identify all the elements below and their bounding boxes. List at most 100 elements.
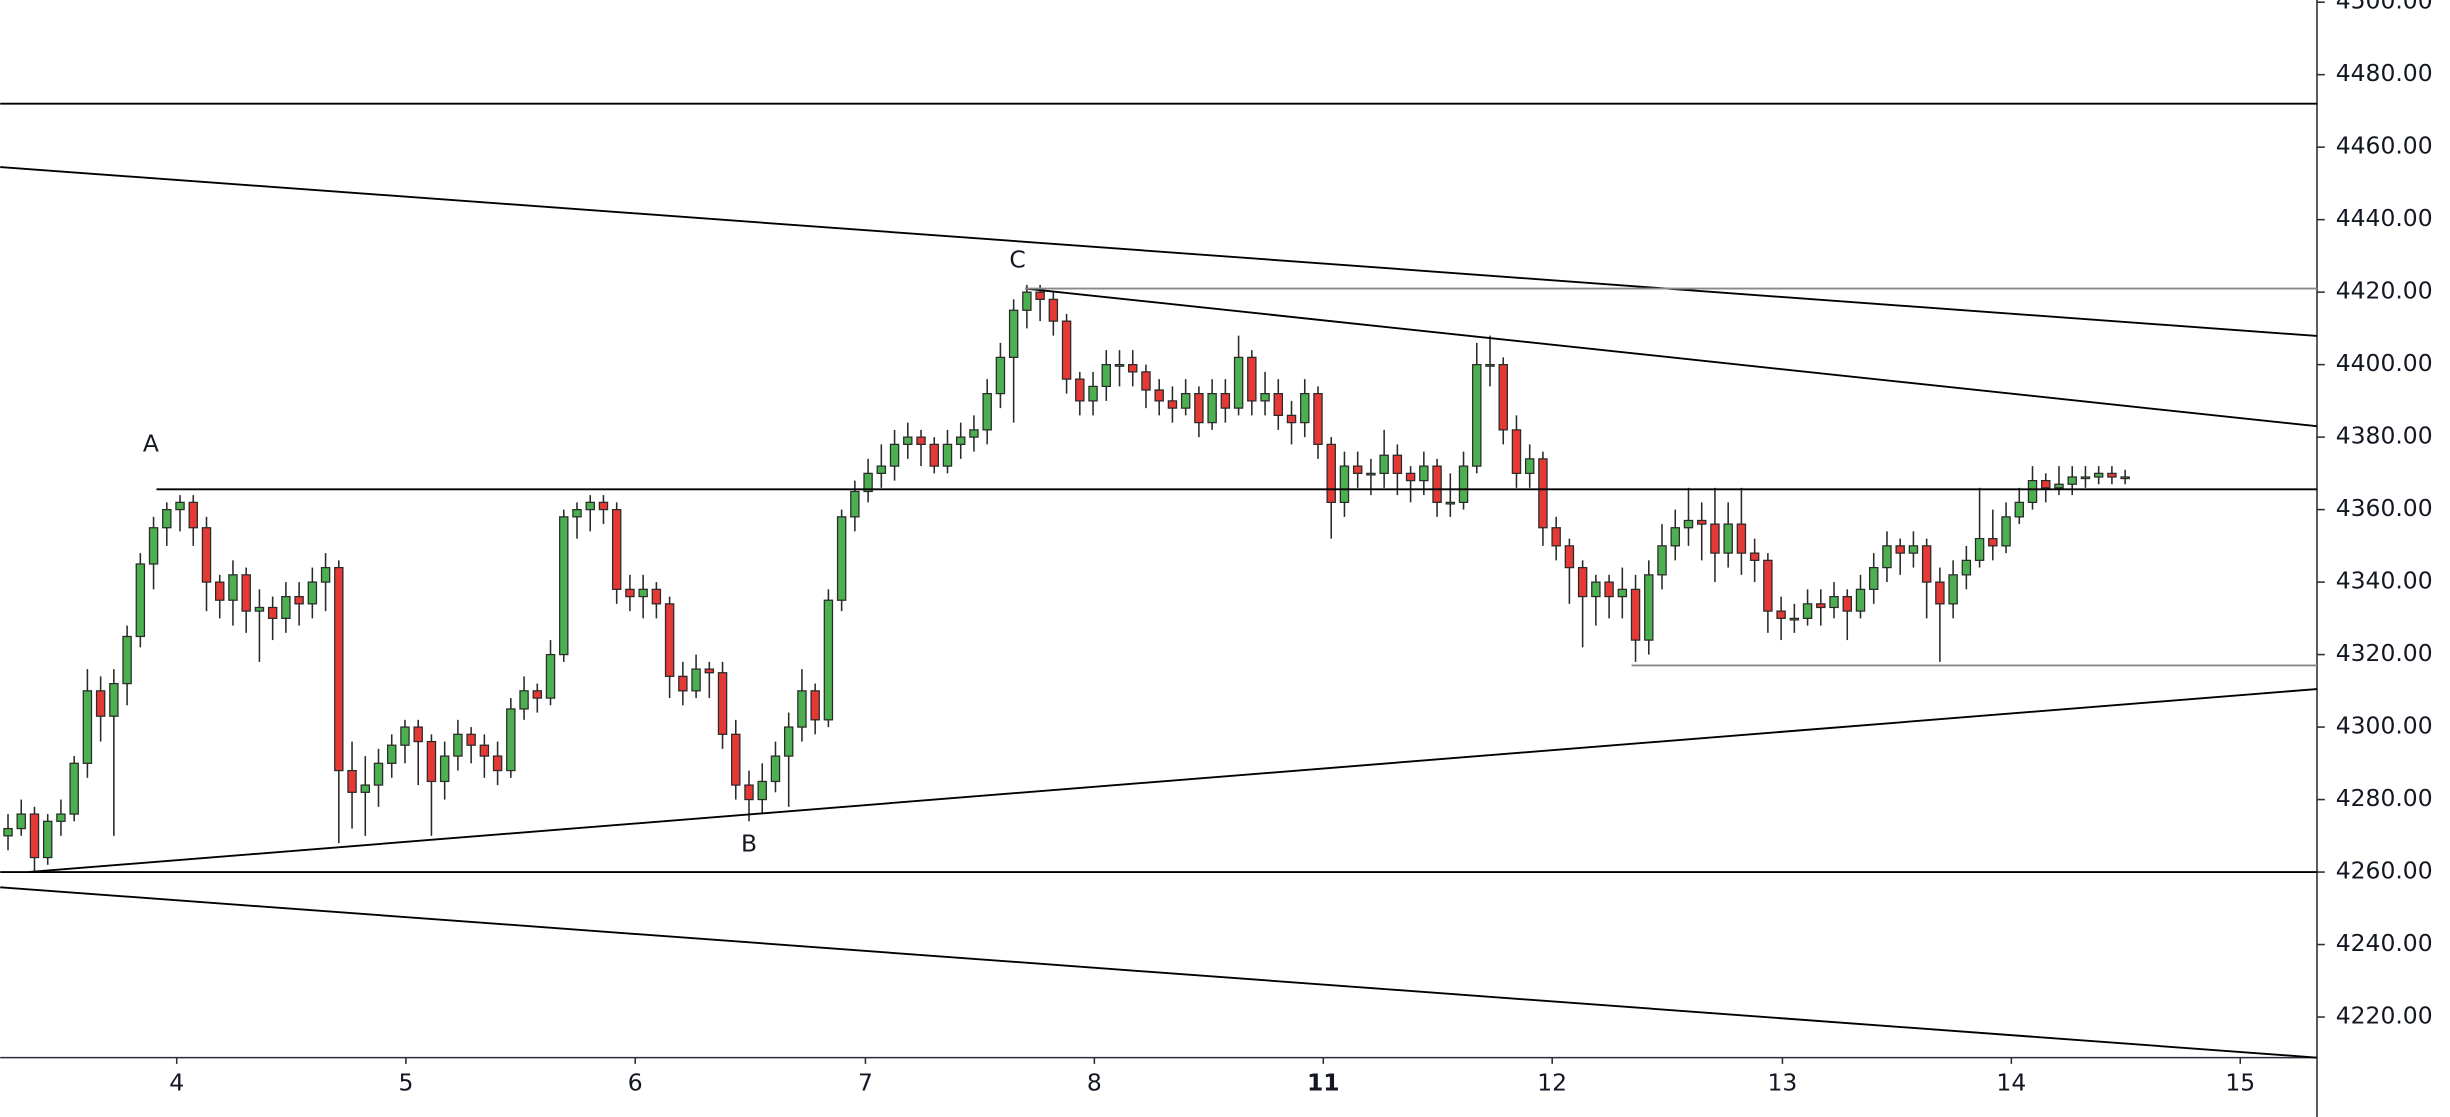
candle-body — [2014, 501, 2025, 518]
candle-body — [387, 744, 397, 764]
candle-body — [1300, 392, 1310, 424]
candle-body — [1286, 414, 1297, 424]
candle-body — [1696, 519, 1707, 525]
candle-body — [717, 672, 728, 735]
candle-body — [69, 762, 79, 815]
candle-body — [453, 733, 463, 757]
candle-body — [1180, 392, 1191, 409]
candle-body — [16, 813, 26, 830]
candle-body — [214, 581, 225, 601]
candle-body — [1948, 574, 1958, 605]
x-tick-label: 4 — [169, 1069, 184, 1097]
x-tick-label: 14 — [1996, 1069, 2026, 1097]
candle-body — [691, 668, 701, 692]
candle-body — [188, 501, 198, 529]
candle-body — [955, 436, 966, 445]
candle-body — [1048, 298, 1059, 322]
candle-body — [56, 813, 66, 822]
candle-body — [1035, 291, 1045, 301]
candle-body — [889, 443, 900, 467]
candle-body — [1789, 617, 1800, 621]
candle-body — [572, 508, 582, 518]
candle-body — [1247, 356, 1257, 402]
y-tick-label: 4340.00 — [2336, 567, 2433, 595]
candle-body — [1392, 454, 1403, 474]
candle-body — [2054, 483, 2064, 489]
candle-body — [307, 581, 318, 605]
candle-body — [863, 472, 873, 493]
candle-body — [1869, 566, 1879, 590]
candle-body — [1352, 465, 1363, 474]
y-tick-label: 4320.00 — [2336, 639, 2433, 667]
candle-body — [1458, 465, 1469, 503]
candle-body — [1405, 472, 1416, 482]
candle-body — [1617, 588, 1628, 598]
candle-body — [347, 769, 357, 793]
candle-body — [1326, 443, 1336, 503]
candle-body — [201, 527, 212, 583]
candle-body — [1763, 559, 1773, 612]
candle-body — [1988, 537, 1998, 547]
y-tick-label: 4460.00 — [2336, 132, 2433, 160]
candle-body — [1723, 523, 1733, 554]
candle-body — [836, 516, 847, 601]
candle-body — [969, 429, 979, 438]
candle-body — [294, 595, 304, 605]
candle-body — [1141, 371, 1151, 391]
candle-body — [1273, 392, 1284, 416]
candle-body — [466, 733, 476, 746]
candle-body — [492, 755, 503, 772]
candle-body — [1485, 364, 1495, 367]
candle-body — [1101, 364, 1111, 387]
trend-line — [0, 886, 2318, 1059]
candle-body — [479, 744, 490, 757]
candle-body — [400, 726, 410, 746]
candle-body — [426, 740, 437, 783]
candle-body — [1577, 566, 1588, 598]
candle-body — [360, 784, 371, 793]
candle-body — [1591, 581, 1601, 598]
candle-body — [1710, 523, 1720, 554]
candle-body — [1974, 537, 1985, 561]
candle-body — [532, 690, 543, 699]
candle-body — [2067, 476, 2077, 485]
candle-body — [1749, 552, 1760, 561]
candle-body — [625, 588, 635, 598]
candle-body — [1008, 309, 1019, 359]
candle-body — [942, 443, 953, 467]
candle-body — [1657, 545, 1667, 576]
candle-body — [1220, 392, 1231, 409]
candle-body — [109, 682, 119, 717]
candle-body — [1379, 454, 1389, 474]
candle-body — [995, 356, 1006, 395]
candle-body — [254, 606, 265, 612]
candle-body — [228, 574, 238, 601]
y-tick-label: 4480.00 — [2336, 59, 2433, 87]
candle-body — [1961, 559, 1972, 576]
candle-body — [1260, 392, 1270, 402]
candle-body — [1366, 472, 1376, 476]
candle-body — [162, 508, 172, 529]
candle-body — [757, 780, 767, 801]
trend-line — [0, 166, 2318, 337]
candle-body — [1445, 501, 1456, 505]
candle-body — [1313, 392, 1323, 445]
candle-body — [519, 690, 529, 710]
candle-body — [678, 675, 688, 692]
y-tick-label: 4300.00 — [2336, 712, 2433, 740]
candle-body — [1908, 545, 1919, 554]
candle-body — [1882, 545, 1892, 569]
candle-body — [651, 588, 662, 605]
candle-body — [850, 490, 860, 518]
candle-body — [1419, 465, 1429, 482]
annotation: A — [143, 430, 159, 458]
x-tick-label: 6 — [628, 1069, 643, 1097]
candle-body — [1128, 364, 1138, 373]
candle-body — [1829, 595, 1839, 609]
candle-body — [1194, 392, 1204, 424]
candle-body — [611, 508, 622, 590]
candle-body — [1935, 581, 1945, 605]
candle-body — [241, 574, 251, 612]
candle-body — [823, 599, 834, 721]
